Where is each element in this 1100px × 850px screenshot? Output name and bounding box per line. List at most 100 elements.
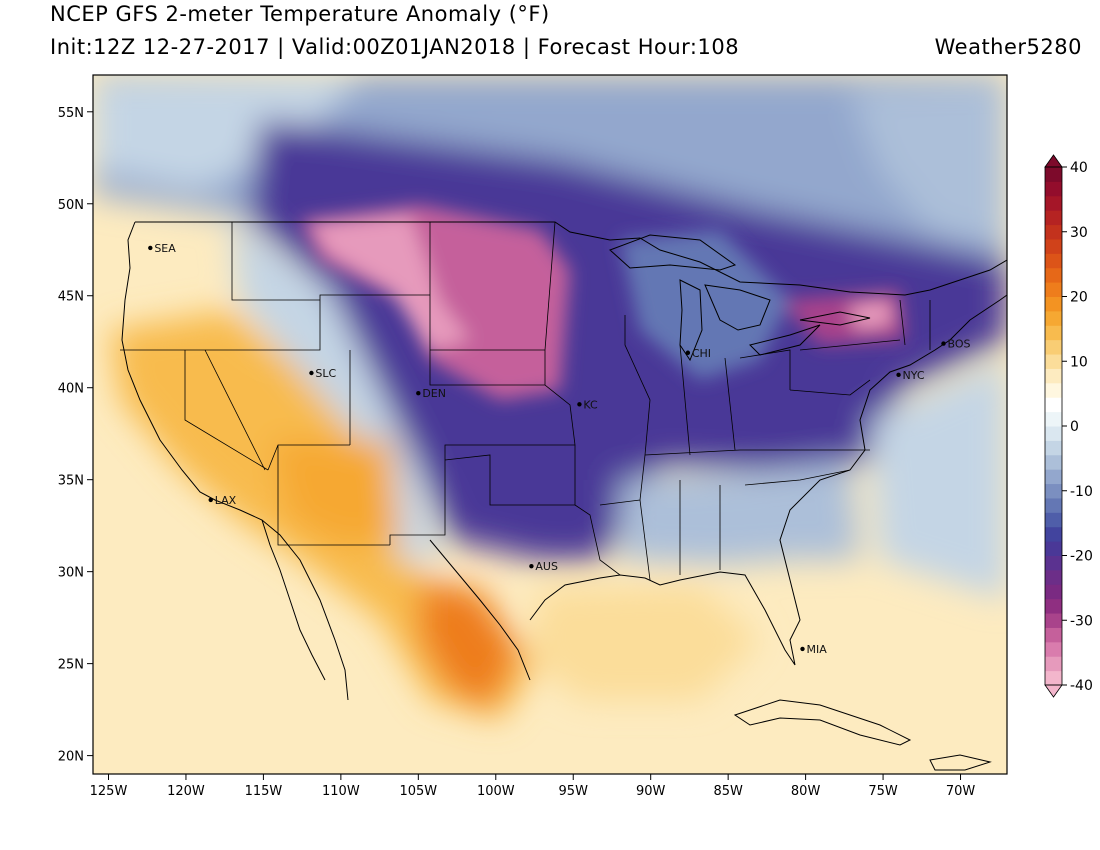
gulf-coastline (429, 294, 1007, 681)
lat-tick-label: 30N (58, 566, 84, 581)
colorbar-segment (1045, 382, 1062, 398)
colorbar-segment (1045, 253, 1062, 269)
colorbar-segment (1045, 569, 1062, 585)
colorbar-segment (1045, 469, 1062, 485)
lat-tick-label: 25N (58, 658, 84, 673)
canada-north-light-region (93, 75, 360, 190)
ontario-cold-spot (850, 300, 892, 330)
cuba-outline (733, 699, 912, 746)
colorbar-segment (1045, 526, 1062, 542)
colorbar-segment (1045, 282, 1062, 297)
axis-ticks: 55N 50N 45N 40N 35N 30N 25N 20N 125W 120W 115W 110W… (58, 106, 976, 799)
lat-tick-label: 35N (58, 474, 84, 489)
lat-tick-label: 55N (58, 106, 84, 121)
colorbar-segment (1045, 512, 1062, 528)
colorbar-segment (1045, 368, 1062, 384)
lon-tick-label: 105W (399, 784, 437, 799)
city-dot (416, 391, 421, 396)
colorbar-segment (1045, 497, 1062, 513)
lat-tick-label: 40N (58, 382, 84, 397)
colorbar-tick-label: -30 (1070, 613, 1093, 629)
city-label: SLC (315, 367, 336, 380)
atlantic-cool-region (870, 360, 1007, 600)
lon-tick-label: 90W (636, 784, 666, 799)
credit-label: Weather5280 (934, 35, 1082, 59)
map-frame (92, 74, 1008, 775)
colorbar-tick-label: 0 (1070, 419, 1079, 435)
lon-tick-label: 70W (946, 784, 976, 799)
city-dot (208, 497, 213, 503)
city-dot (309, 370, 314, 376)
colorbar-segment (1045, 325, 1062, 341)
lat-tick-label: 50N (58, 198, 84, 213)
colorbar-segment (1045, 181, 1062, 197)
map-subtitle: Init:12Z 12-27-2017 | Valid:00Z01JAN2018… (50, 35, 740, 59)
political-boundaries (120, 221, 1007, 771)
colorbar-segment (1045, 613, 1062, 628)
colorbar-segment (1045, 541, 1062, 556)
city-dot (148, 245, 153, 251)
arizona-warm-region (270, 440, 400, 545)
great-lakes-light-region (620, 230, 790, 380)
canada-us-border (135, 221, 1007, 296)
colorbar-segment (1045, 210, 1062, 226)
colorbar-segment (1045, 670, 1062, 686)
city-label: DEN (422, 387, 446, 400)
colorbar-segment (1045, 426, 1062, 441)
lon-tick-label: 115W (245, 784, 283, 799)
baja-coastline (261, 519, 326, 681)
colorbar-segment (1045, 483, 1062, 499)
colorbar: 40 30 20 10 0 -10 -20 -30 -40 (1044, 154, 1093, 698)
lon-tick-label: 110W (322, 784, 360, 799)
colorbar-tick-label: 30 (1070, 225, 1088, 241)
hispaniola-outline (929, 754, 992, 771)
colorbar-tick-label: -10 (1070, 484, 1093, 500)
city-dot (529, 563, 534, 569)
colorbar-segment (1045, 310, 1062, 326)
city-label: KC (583, 398, 598, 411)
city-label: NYC (903, 369, 925, 382)
colorbar-segment (1045, 354, 1062, 369)
city-dot (896, 372, 901, 378)
lat-tick-label: 20N (58, 750, 84, 765)
lon-tick-label: 80W (791, 784, 821, 799)
anomaly-field (93, 75, 1007, 774)
colorbar-tick-label: 10 (1070, 354, 1088, 370)
lon-tick-label: 100W (477, 784, 515, 799)
colorbar-segment (1045, 167, 1062, 182)
colorbar-segment (1045, 454, 1062, 470)
lon-tick-label: 120W (167, 784, 205, 799)
city-label: MIA (807, 643, 828, 656)
colorbar-segment (1045, 555, 1062, 571)
colorbar-segment (1045, 627, 1062, 643)
texas-mexico-warm-region (420, 580, 520, 710)
colorbar-tick-label: 20 (1070, 290, 1088, 306)
northeast-canada-light-region (850, 80, 1007, 250)
us-west-coastline (121, 221, 349, 701)
colorbar-segment (1045, 296, 1062, 312)
city-label: SEA (154, 242, 176, 255)
colorbar-segment (1045, 641, 1062, 657)
city-label: AUS (535, 560, 558, 573)
gulf-warm-region (530, 585, 760, 700)
city-label: BOS (947, 338, 970, 351)
city-dot (941, 341, 946, 346)
colorbar-segment (1045, 397, 1062, 413)
city-dot (800, 646, 805, 652)
colorbar-segment (1045, 195, 1062, 211)
city-label: CHI (692, 347, 711, 360)
map-title: NCEP GFS 2-meter Temperature Anomaly (°F… (50, 2, 550, 26)
colorbar-segment (1045, 224, 1062, 240)
colorbar-segment (1045, 440, 1062, 456)
colorbar-min-arrow (1044, 684, 1063, 698)
colorbar-segment (1045, 339, 1062, 355)
city-markers: SEA SLC DEN KC CHI NYC BOS LAX AUS MIA (148, 242, 970, 656)
colorbar-tick-label: 40 (1070, 160, 1088, 176)
colorbar-segment (1045, 267, 1062, 283)
colorbar-segment (1045, 598, 1062, 614)
lon-tick-label: 95W (559, 784, 589, 799)
colorbar-segment (1045, 584, 1062, 600)
colorbar-max-arrow (1044, 154, 1063, 168)
great-lakes-outline (609, 234, 871, 362)
colorbar-segment (1045, 656, 1062, 672)
